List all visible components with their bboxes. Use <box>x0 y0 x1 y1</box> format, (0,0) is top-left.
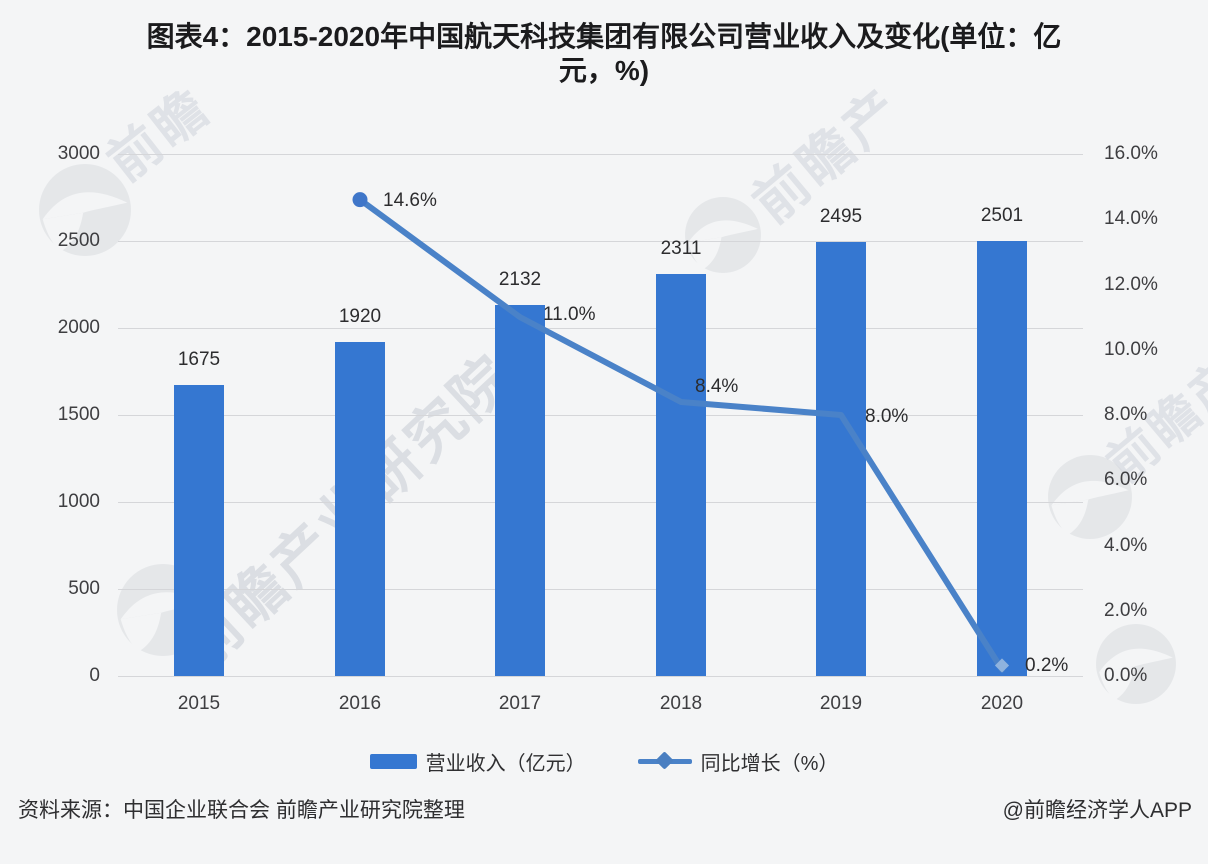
line-value-label: 14.6% <box>383 189 437 211</box>
legend-label-growth: 同比增长（%） <box>700 752 839 775</box>
gridline <box>118 501 1083 503</box>
bar-value-label: 2132 <box>498 269 542 291</box>
right-axis-tick-label: 16.0% <box>1104 143 1158 164</box>
gridline <box>118 675 1083 677</box>
gridline <box>118 588 1083 590</box>
bar-2020 <box>977 240 1027 676</box>
left-axis-tick-label: 1500 <box>57 404 100 425</box>
line-series-swatch-icon <box>637 751 692 770</box>
left-axis-tick-label: 0 <box>89 665 100 686</box>
left-axis-tick-label: 2500 <box>57 230 100 251</box>
bar-2016 <box>335 341 385 676</box>
right-axis-tick-label: 2.0% <box>1104 599 1148 621</box>
page-title-line1: 图表4：2015-2020年中国航天科技集团有限公司营业收入及变化(单位：亿 <box>146 21 1062 52</box>
bar-value-label: 1920 <box>338 305 382 327</box>
legend-item-revenue: 营业收入（亿元） <box>369 747 586 776</box>
x-axis-label-2015: 2015 <box>177 693 221 714</box>
right-axis-tick-label: 10.0% <box>1104 338 1158 360</box>
left-axis-tick-label: 500 <box>68 578 100 599</box>
bar-2018 <box>656 273 706 676</box>
credit-badge: @前瞻经济学人APP <box>1002 799 1192 822</box>
legend-label-revenue: 营业收入（亿元） <box>425 752 586 775</box>
x-axis-label-2017: 2017 <box>498 693 542 714</box>
bar-2017 <box>495 305 545 676</box>
bar-2015 <box>174 384 224 676</box>
left-axis-tick-label: 1000 <box>57 491 100 512</box>
gridline <box>118 153 1083 155</box>
line-value-label: 8.0% <box>865 406 909 427</box>
line-end-marker-icon <box>994 658 1010 673</box>
x-axis-label-2016: 2016 <box>338 693 382 714</box>
right-axis-tick-label: 14.0% <box>1104 208 1158 230</box>
line-point-marker-icon <box>352 192 368 208</box>
x-axis-label-2018: 2018 <box>659 693 703 714</box>
x-axis-label-2019: 2019 <box>819 693 863 714</box>
page-title-line2: 元，%) <box>558 55 650 86</box>
right-axis-tick-label: 6.0% <box>1104 469 1148 491</box>
bar-value-label: 2311 <box>660 237 702 259</box>
gridline <box>118 327 1083 329</box>
right-axis-tick-label: 4.0% <box>1104 534 1148 556</box>
source-note: 资料来源：中国企业联合会 前瞻产业研究院整理 <box>18 799 465 822</box>
right-axis-tick-label: 12.0% <box>1104 273 1158 295</box>
bar-value-label: 2501 <box>980 204 1024 226</box>
line-value-label: 8.4% <box>695 375 739 397</box>
bar-series-swatch-icon <box>369 753 417 769</box>
right-axis-tick-label: 0.0% <box>1104 665 1148 686</box>
legend-item-growth: 同比增长（%） <box>637 747 839 776</box>
page-title: 图表4：2015-2020年中国航天科技集团有限公司营业收入及变化(单位：亿 元… <box>0 20 1208 88</box>
left-axis-tick-label: 2000 <box>57 317 100 338</box>
right-axis-tick-label: 8.0% <box>1104 404 1148 425</box>
gridline <box>118 414 1083 416</box>
line-value-label: 11.0% <box>543 304 596 326</box>
x-axis-label-2020: 2020 <box>980 693 1024 714</box>
bar-value-label: 1675 <box>177 348 221 370</box>
line-value-label: 0.2% <box>1025 655 1069 677</box>
bar-2019 <box>816 241 866 676</box>
chart-legend: 营业收入（亿元） 同比增长（%） <box>0 744 1208 778</box>
left-axis-tick-label: 3000 <box>57 143 100 164</box>
gridline <box>118 240 1083 242</box>
bar-value-label: 2495 <box>819 205 863 227</box>
